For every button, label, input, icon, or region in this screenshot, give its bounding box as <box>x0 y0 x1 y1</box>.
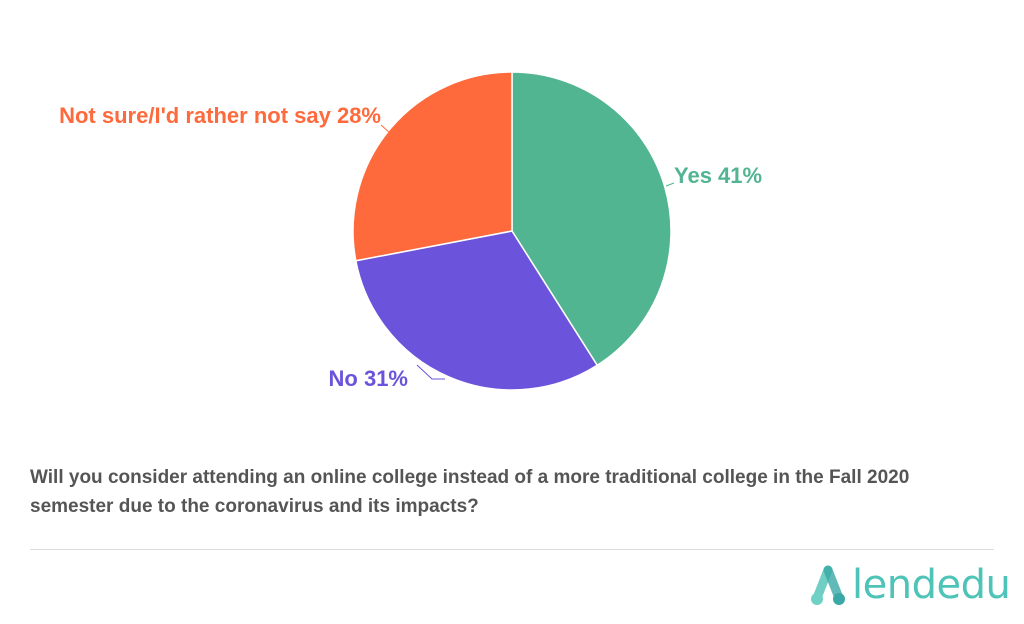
slice-label: Yes 41% <box>674 163 762 188</box>
pie-slice-no <box>354 230 599 391</box>
slice-label: No 31% <box>329 366 408 391</box>
pie-slices <box>352 71 672 391</box>
leader-line <box>380 124 391 134</box>
lendedu-wordmark: lendedu <box>852 562 1011 608</box>
lendedu-logo: lendedu <box>808 560 1011 612</box>
pie-chart: Yes 41% No 31% Not sure/I'd rather not say… <box>59 71 762 391</box>
divider <box>30 549 994 550</box>
pie-slice-not-sure-i-d-rather-not-say <box>352 71 513 262</box>
pie-slice-yes <box>511 71 672 367</box>
lendedu-logo-icon <box>811 565 845 605</box>
slice-label: Not sure/I'd rather not say 28% <box>59 103 381 128</box>
slice-labels: Yes 41% No 31% Not sure/I'd rather not say… <box>59 103 762 391</box>
survey-question: Will you consider attending an online co… <box>30 467 910 517</box>
leader-line <box>665 182 675 187</box>
leader-line <box>416 364 445 380</box>
label-leader-lines <box>380 124 675 380</box>
